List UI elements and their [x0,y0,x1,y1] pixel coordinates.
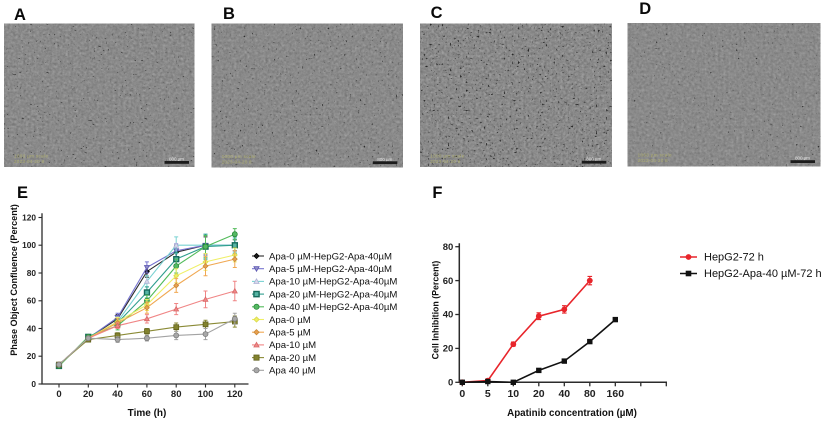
svg-text:5: 5 [485,388,491,400]
svg-text:160: 160 [607,388,625,400]
svg-text:20: 20 [443,344,454,355]
svg-text:1000 µm scale: 1000 µm scale [222,154,256,159]
svg-text:1000 µm scale: 1000 µm scale [430,153,464,158]
svg-text:Apa-0 µM: Apa-0 µM [269,315,311,326]
svg-text:80: 80 [443,242,454,253]
svg-text:80: 80 [584,388,596,400]
svg-text:0: 0 [56,389,61,400]
svg-text:Apa-20 µM: Apa-20 µM [269,353,316,364]
svg-text:2023-04-20 8: 2023-04-20 8 [430,159,460,164]
svg-text:HepG2-72 h: HepG2-72 h [704,252,764,264]
svg-text:800 µm: 800 µm [377,157,392,162]
svg-text:800 µm: 800 µm [169,157,184,162]
svg-text:40: 40 [443,310,454,321]
svg-text:80: 80 [171,389,182,400]
svg-text:1000 µm scale: 1000 µm scale [638,153,672,158]
svg-text:800 µm: 800 µm [586,156,601,161]
svg-text:120: 120 [22,212,36,222]
svg-text:Apa-5 µM: Apa-5 µM [269,328,311,339]
svg-text:40: 40 [27,323,37,333]
svg-text:HepG2-Apa-40 µM-72 h: HepG2-Apa-40 µM-72 h [704,268,822,280]
svg-text:120: 120 [227,389,243,400]
svg-text:60: 60 [27,296,37,306]
svg-text:Apa 40 µM: Apa 40 µM [269,366,316,377]
svg-text:100: 100 [22,240,36,250]
svg-text:2023-04-20 8: 2023-04-20 8 [14,159,44,164]
svg-text:80: 80 [27,268,37,278]
svg-text:20: 20 [83,389,94,400]
svg-text:100: 100 [198,389,214,400]
svg-text:1000 µm scale: 1000 µm scale [14,154,48,159]
svg-text:Cell Inhibition (Percent): Cell Inhibition (Percent) [431,261,441,360]
svg-text:Time (h): Time (h) [128,408,167,419]
svg-text:2023-04-20 8: 2023-04-20 8 [222,159,252,164]
svg-text:Apatinib concentration (µM): Apatinib concentration (µM) [507,408,637,419]
svg-text:0: 0 [459,388,465,400]
svg-text:40: 40 [558,388,570,400]
svg-text:0: 0 [448,378,453,389]
svg-text:60: 60 [142,389,153,400]
svg-text:2023-04-20 8: 2023-04-20 8 [638,158,668,163]
svg-text:Apa-20 µM-HepG2-Apa-40µM: Apa-20 µM-HepG2-Apa-40µM [269,289,397,300]
svg-text:60: 60 [443,276,454,287]
svg-text:40: 40 [112,389,123,400]
svg-text:10: 10 [507,388,519,400]
svg-text:Apa-0 µM-HepG2-Apa-40µM: Apa-0 µM-HepG2-Apa-40µM [269,251,392,262]
svg-text:0: 0 [31,379,36,389]
svg-text:Apa-5 µM-HepG2-Apa-40µM: Apa-5 µM-HepG2-Apa-40µM [269,264,392,275]
svg-text:800 µm: 800 µm [795,156,810,161]
svg-text:Apa-10 µM-HepG2-Apa-40µM: Apa-10 µM-HepG2-Apa-40µM [269,277,397,288]
svg-text:Phase Object Confluence (Perce: Phase Object Confluence (Percent) [9,204,19,356]
svg-text:20: 20 [27,351,37,361]
svg-text:Apa-40 µM-HepG2-Apa-40µM: Apa-40 µM-HepG2-Apa-40µM [269,302,397,313]
svg-text:Apa-10 µM: Apa-10 µM [269,340,316,351]
svg-text:20: 20 [533,388,545,400]
